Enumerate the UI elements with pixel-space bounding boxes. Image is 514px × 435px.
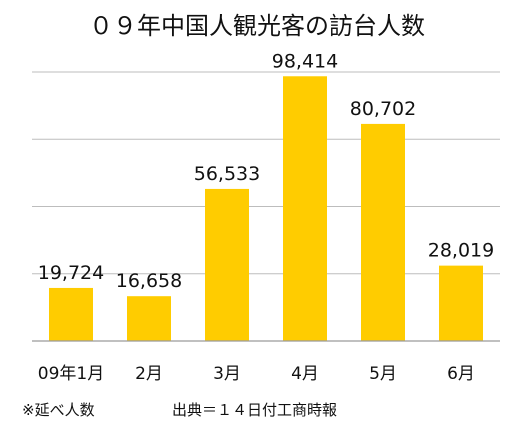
bar xyxy=(283,76,327,341)
data-labels: 19,724 16,658 56,533 98,414 80,702 28,019 xyxy=(38,50,494,292)
x-tick-label: 3月 xyxy=(213,364,241,384)
data-label: 80,702 xyxy=(350,98,416,120)
bar xyxy=(127,296,171,341)
data-label: 28,019 xyxy=(428,240,494,262)
data-label: 56,533 xyxy=(194,163,260,185)
x-tick-label: 5月 xyxy=(369,364,397,384)
bar xyxy=(205,188,249,341)
x-tick-label: 09年1月 xyxy=(38,364,104,384)
bar xyxy=(439,265,483,341)
data-label: 16,658 xyxy=(116,270,182,292)
x-tick-label: 4月 xyxy=(291,364,319,384)
data-label: 98,414 xyxy=(272,50,338,72)
x-tick-labels: 09年1月 2月 3月 4月 5月 6月 xyxy=(38,364,475,384)
note-source: 出典＝１４日付工商時報 xyxy=(172,401,337,419)
x-tick-label: 2月 xyxy=(135,364,163,384)
bar xyxy=(361,123,405,341)
gridlines xyxy=(32,71,500,275)
note-left: ※延べ人数 xyxy=(22,401,95,419)
bars xyxy=(49,76,483,341)
x-tick-label: 6月 xyxy=(447,364,475,384)
bar xyxy=(49,287,93,341)
data-label: 19,724 xyxy=(38,262,104,284)
chart-title: ０９年中国人観光客の訪台人数 xyxy=(89,12,425,40)
